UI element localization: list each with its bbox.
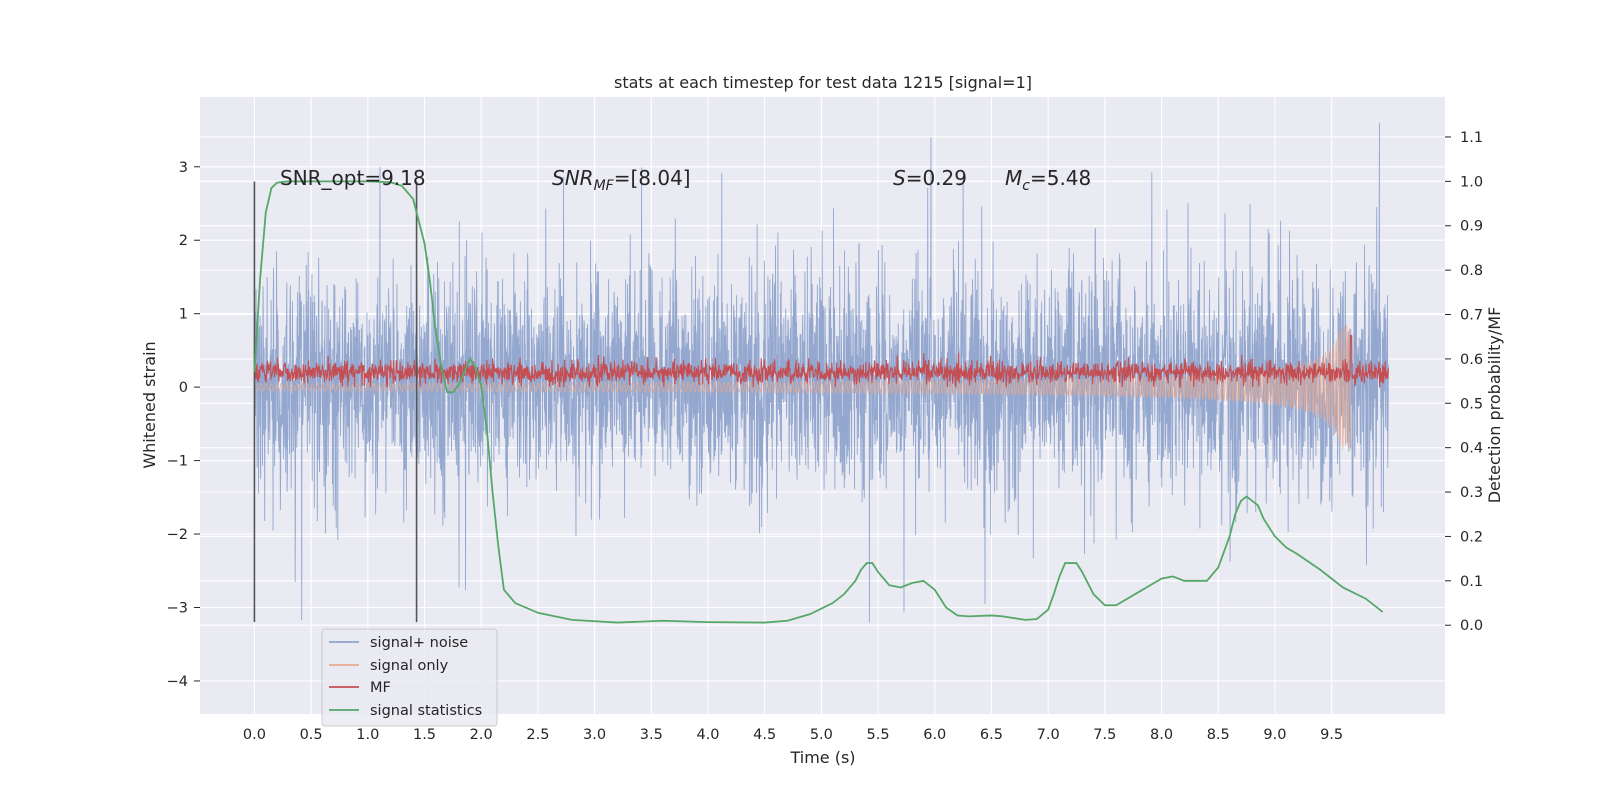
y-tick-label: −1: [167, 454, 188, 470]
y2-tick-label: 0.6: [1460, 352, 1483, 368]
y2-tick-label: 0.9: [1460, 219, 1483, 235]
signal-statistics-line: [253, 180, 1384, 624]
legend-box: [321, 628, 498, 727]
x-tick-label: 4.5: [753, 727, 776, 743]
y-tick-label: −3: [167, 600, 188, 616]
mf-series: [253, 335, 1389, 389]
y2-tick-label: 1.1: [1460, 130, 1483, 146]
vertical-markers: [253, 181, 418, 623]
legend-label-signal-noise: signal+ noise: [370, 635, 468, 651]
x-axis-label: Time (s): [789, 748, 855, 767]
y2-tick-label: 1.0: [1460, 174, 1483, 190]
y2-tick-label: 0.0: [1460, 618, 1483, 634]
y-tick-label: 0: [179, 380, 188, 396]
annotation-s-symbol: S: [893, 166, 906, 190]
x-tick-label: 0.0: [243, 727, 266, 743]
y-tick-label: −4: [167, 674, 188, 690]
y2-tick-label: 0.7: [1460, 308, 1483, 324]
annotation-mc: Mc=5.48: [1005, 166, 1091, 194]
annotation-snr-mf-value: =[8.04]: [614, 166, 691, 190]
x-tick-label: 2.5: [526, 727, 549, 743]
x-tick-label: 4.0: [696, 727, 719, 743]
x-tick-label: 8.0: [1150, 727, 1173, 743]
chart-title: stats at each timestep for test data 121…: [614, 73, 1032, 92]
signal-statistics-series: [253, 180, 1384, 624]
x-tick-label: 9.5: [1320, 727, 1343, 743]
x-axis-ticks: 0.0 0.5 1.0 1.5 2.0 2.5 3.0 3.5 4.0 4.5 5.0 5.5 6.0 6…: [243, 727, 1343, 743]
annotation-mc-subscript: c: [1022, 178, 1030, 194]
legend-label-mf: MF: [370, 680, 391, 696]
y-axis-ticks: 3 2 1 0 −1 −2 −3 −4: [167, 160, 200, 690]
x-tick-label: 1.5: [413, 727, 436, 743]
x-tick-label: 6.0: [923, 727, 946, 743]
y2-tick-label: 0.1: [1460, 574, 1483, 590]
signal-noise-line: [253, 122, 1389, 623]
legend: signal+ noise signal only MF signal stat…: [321, 628, 498, 727]
annotation-mc-symbol: M: [1005, 166, 1022, 190]
mf-line: [253, 335, 1389, 389]
signal-only-line: [254, 324, 1352, 450]
x-tick-label: 3.0: [583, 727, 606, 743]
annotation-snr-mf-subscript: MF: [594, 178, 615, 194]
y2-tick-label: 0.5: [1460, 396, 1483, 412]
x-tick-label: 3.5: [640, 727, 663, 743]
legend-label-signal-statistics: signal statistics: [370, 703, 482, 719]
x-tick-label: 7.0: [1037, 727, 1060, 743]
annotation-s: S=0.29: [893, 166, 967, 190]
y-axis-label: Whitened strain: [140, 341, 159, 468]
y2-axis-ticks: 1.1 1.0 0.9 0.8 0.7 0.6 0.5 0.4 0.3 0.2 0.1 0.0: [1445, 130, 1483, 634]
x-tick-label: 6.5: [980, 727, 1003, 743]
y-tick-label: 3: [179, 160, 188, 176]
y2-tick-label: 0.4: [1460, 441, 1483, 457]
x-tick-label: 9.0: [1263, 727, 1286, 743]
y2-axis-label: Detection probability/MF: [1485, 307, 1504, 504]
annotation-mc-value: =5.48: [1030, 166, 1091, 190]
y2-tick-label: 0.8: [1460, 263, 1483, 279]
signal-only-series: [254, 324, 1352, 450]
x-tick-label: 5.0: [810, 727, 833, 743]
x-tick-label: 2.0: [470, 727, 493, 743]
y-tick-label: 1: [179, 307, 188, 323]
y2-tick-label: 0.3: [1460, 485, 1483, 501]
x-tick-label: 0.5: [300, 727, 323, 743]
annotation-snr-mf: SNRMF=[8.04]: [552, 166, 691, 194]
signal-noise-series: [253, 122, 1389, 623]
annotation-s-value: =0.29: [906, 166, 967, 190]
annotation-snr-opt: SNR_opt=9.18: [280, 166, 426, 190]
y-tick-label: −2: [167, 527, 188, 543]
x-tick-label: 8.5: [1207, 727, 1230, 743]
x-tick-label: 7.5: [1093, 727, 1116, 743]
y-tick-label: 2: [179, 233, 188, 249]
legend-label-signal-only: signal only: [370, 658, 449, 674]
y2-tick-label: 0.2: [1460, 529, 1483, 545]
x-tick-label: 5.5: [867, 727, 890, 743]
x-tick-label: 1.0: [356, 727, 379, 743]
annotation-snr-mf-symbol: SNR: [552, 166, 594, 190]
